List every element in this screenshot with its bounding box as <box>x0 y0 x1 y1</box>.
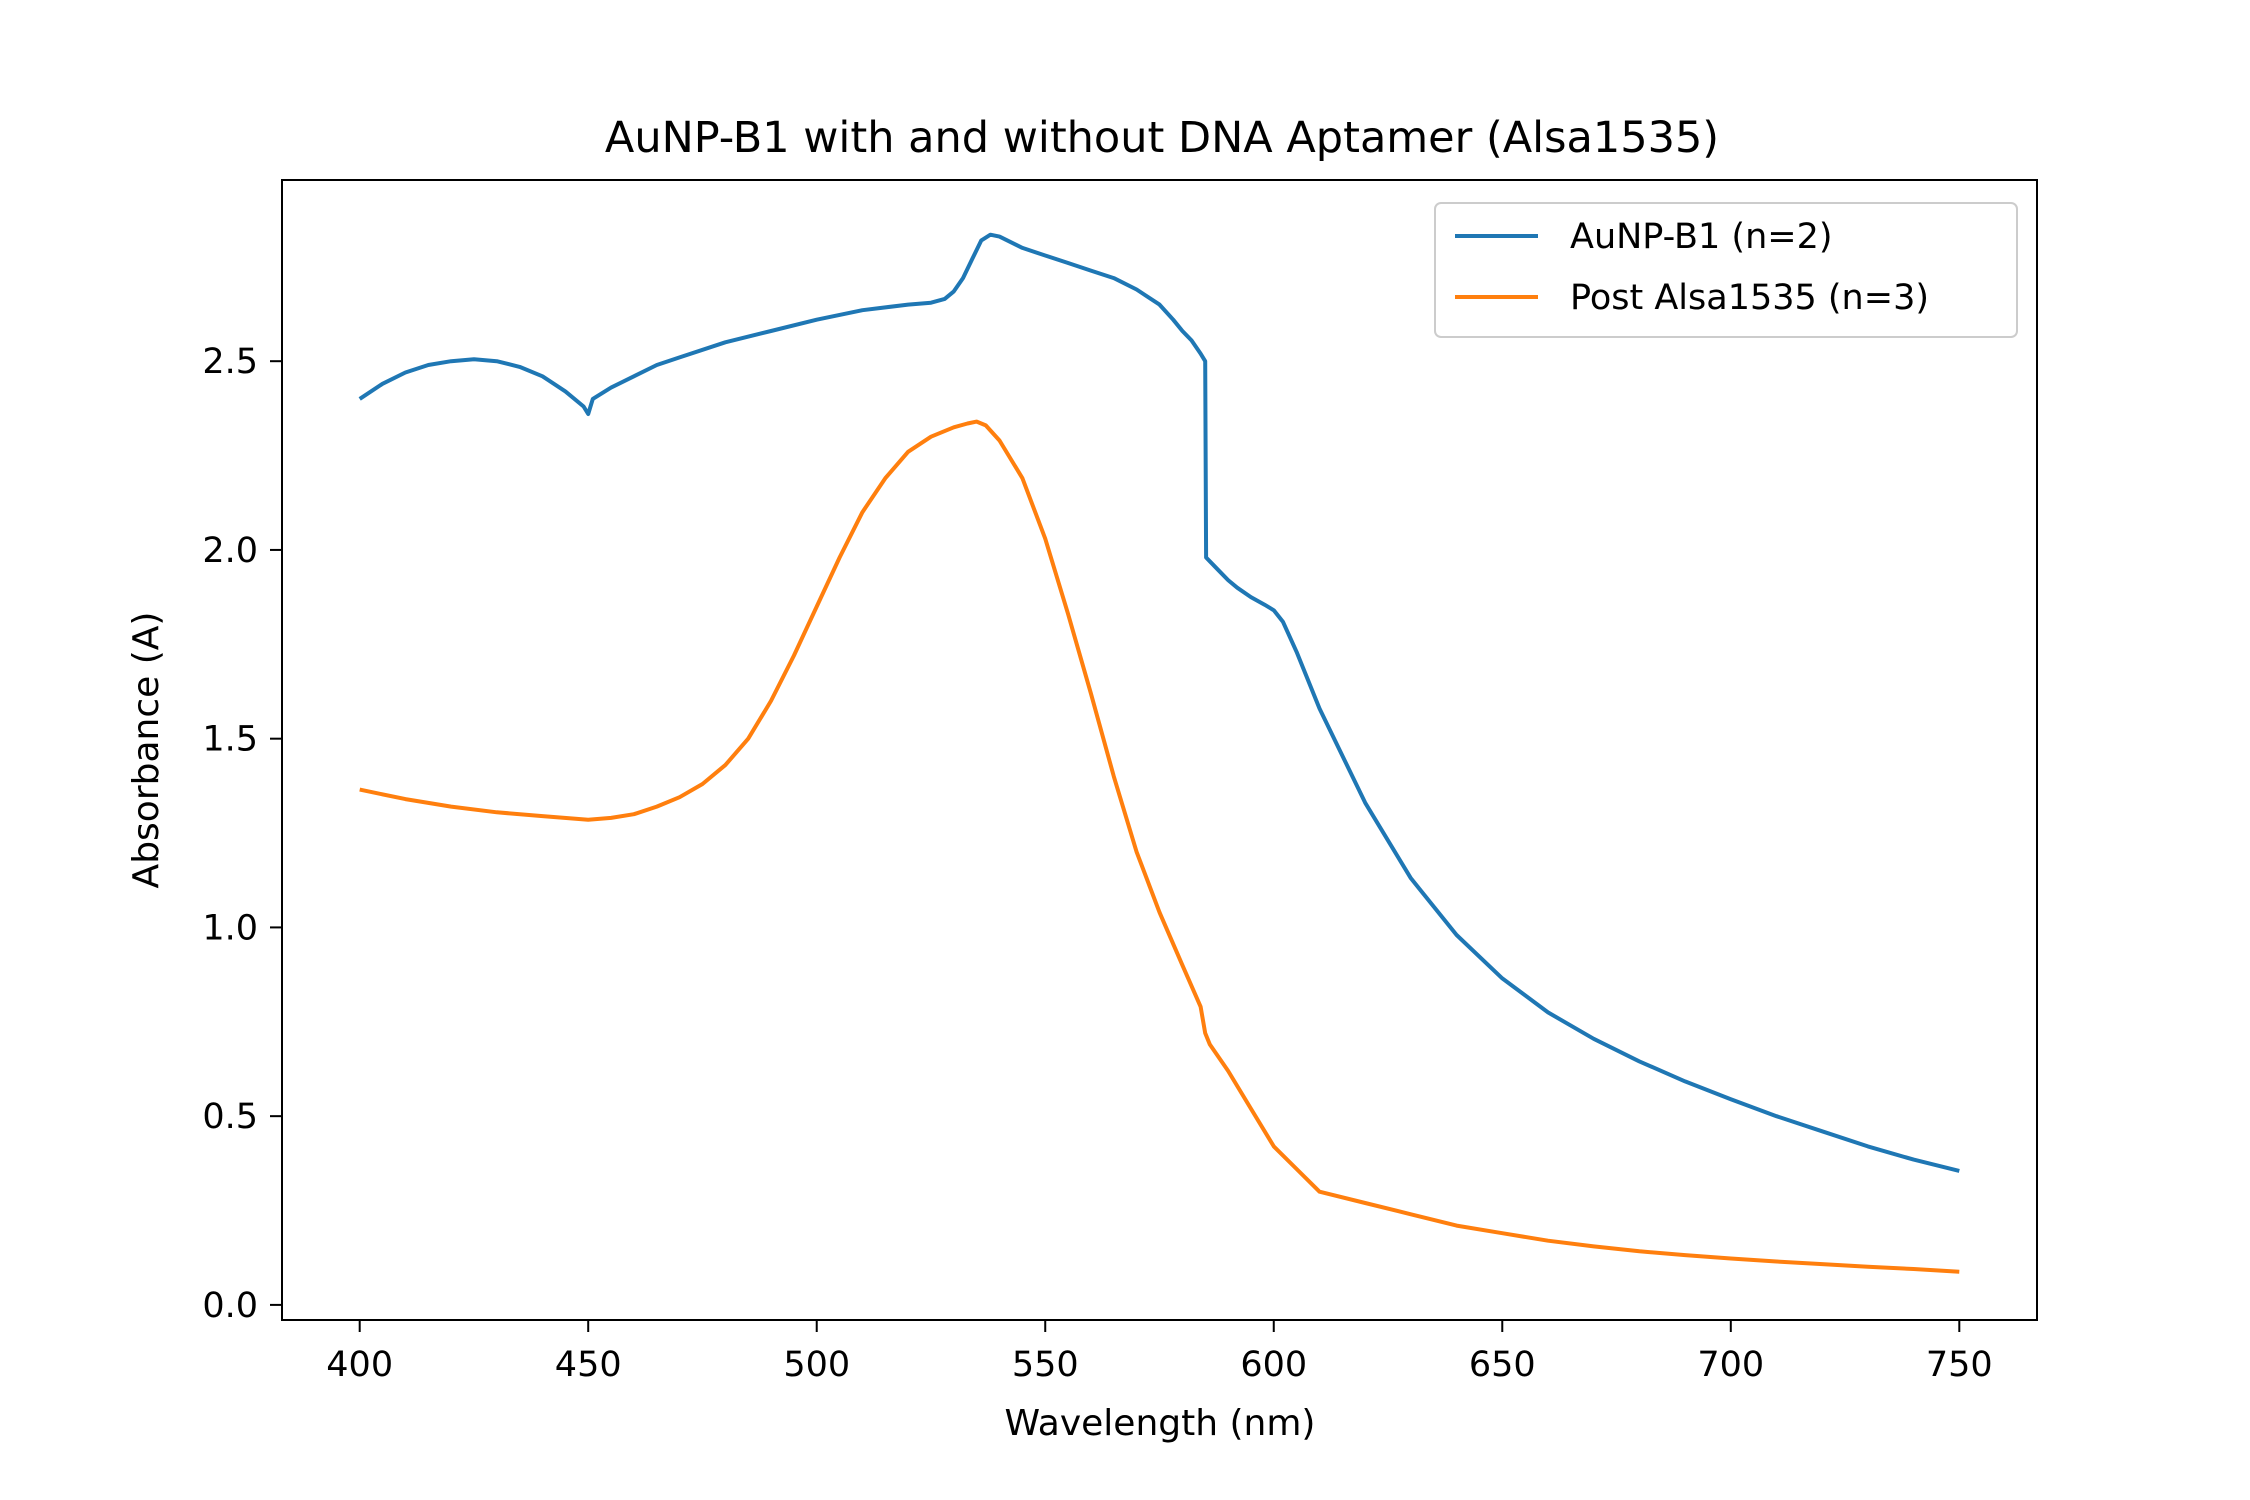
series-layer <box>358 232 1960 1274</box>
plot-area-frame <box>281 179 2038 1321</box>
x-tick-label: 750 <box>1926 1345 1993 1385</box>
y-axis-label: Absorbance (A) <box>126 612 167 889</box>
x-axis-label: Wavelength (nm) <box>1005 1403 1316 1444</box>
y-tick-label: 1.0 <box>202 908 258 948</box>
x-tick-label: 450 <box>555 1345 622 1385</box>
legend-label-post-alsa1535: Post Alsa1535 (n=3) <box>1570 278 1929 318</box>
x-tick-label: 600 <box>1240 1345 1307 1385</box>
y-tick-label: 0.0 <box>202 1286 258 1326</box>
legend-box <box>1434 202 2018 338</box>
x-tick-label: 500 <box>783 1345 850 1385</box>
chart-title: AuNP-B1 with and without DNA Aptamer (Al… <box>605 113 1719 163</box>
y-tick-label: 2.5 <box>202 342 258 382</box>
x-tick-label: 700 <box>1697 1345 1764 1385</box>
y-tick-label: 1.5 <box>202 720 258 760</box>
y-tick-label: 0.5 <box>202 1097 258 1137</box>
legend-label-aunp-b1: AuNP-B1 (n=2) <box>1570 217 1833 257</box>
x-tick-label: 400 <box>326 1345 393 1385</box>
x-axis: 400 450 500 550 600 650 700 750 <box>326 1320 1993 1385</box>
y-axis: 0.0 0.5 1.0 1.5 2.0 2.5 <box>202 342 282 1326</box>
x-tick-label: 650 <box>1469 1345 1536 1385</box>
series-line-aunp-b1 <box>358 232 1960 1173</box>
x-tick-label: 550 <box>1012 1345 1079 1385</box>
y-tick-label: 2.0 <box>202 531 258 571</box>
series-line-post-alsa1535 <box>359 419 1960 1274</box>
legend: AuNP-B1 (n=2) Post Alsa1535 (n=3) <box>1434 202 2018 338</box>
